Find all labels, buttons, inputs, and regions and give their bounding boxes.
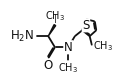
Polygon shape — [48, 25, 56, 36]
Text: CH$_3$: CH$_3$ — [93, 39, 113, 53]
Text: CH$_3$: CH$_3$ — [58, 61, 78, 75]
Text: H$_2$N: H$_2$N — [10, 29, 35, 44]
Text: CH$_3$: CH$_3$ — [45, 9, 65, 23]
Text: N: N — [64, 41, 73, 54]
Text: O: O — [44, 59, 53, 72]
Text: $\mathsf{|}$: $\mathsf{|}$ — [53, 12, 57, 25]
Text: S: S — [82, 19, 90, 32]
